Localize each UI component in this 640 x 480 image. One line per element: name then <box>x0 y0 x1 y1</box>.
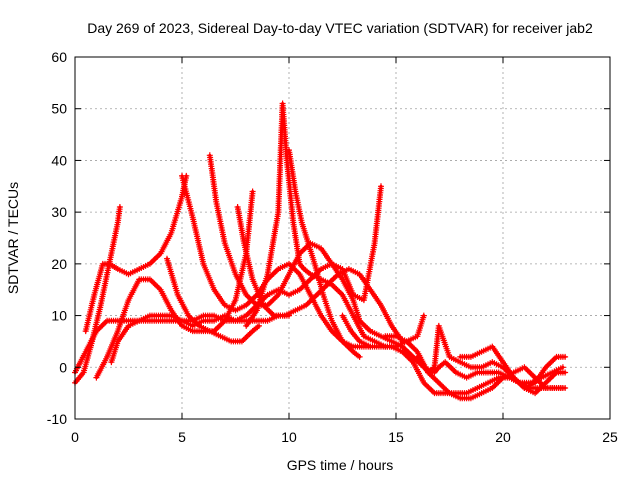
y-tick-label: 10 <box>51 308 67 324</box>
y-tick-label: 40 <box>51 152 67 168</box>
y-tick-label: 50 <box>51 101 67 117</box>
series-markers <box>286 147 363 360</box>
series-markers <box>234 204 406 345</box>
series-track-15 <box>414 353 569 402</box>
y-tick-label: 20 <box>51 256 67 272</box>
x-tick-label: 0 <box>71 429 79 445</box>
series-markers <box>243 100 427 350</box>
x-tick-label: 25 <box>602 429 618 445</box>
series-line <box>208 153 362 323</box>
x-axis-label: GPS time / hours <box>287 457 394 473</box>
series-track-11 <box>286 147 363 360</box>
x-tick-label: 10 <box>281 429 297 445</box>
x-tick-label: 5 <box>178 429 186 445</box>
grid <box>75 57 610 419</box>
y-tick-label: -10 <box>47 411 67 427</box>
series-line <box>244 102 426 349</box>
x-tick-label: 20 <box>495 429 511 445</box>
x-tick-label: 15 <box>388 429 404 445</box>
series-track-16 <box>457 343 569 391</box>
y-tick-label: 60 <box>51 49 67 65</box>
series-track-5 <box>108 183 384 366</box>
series-track-8 <box>206 152 363 324</box>
series-markers <box>108 183 384 366</box>
series-markers <box>414 353 569 402</box>
y-axis-label: SDTVAR / TECUs <box>5 182 21 294</box>
series-markers <box>457 343 569 391</box>
plot-frame <box>74 56 611 420</box>
y-tick-label: 30 <box>51 204 67 220</box>
chart-title: Day 269 of 2023, Sidereal Day-to-day VTE… <box>87 20 593 36</box>
series-markers <box>206 152 363 324</box>
series-markers <box>164 255 262 345</box>
series-markers <box>82 172 190 335</box>
y-tick-label: 0 <box>59 359 67 375</box>
data-series <box>72 100 569 402</box>
series-track-3 <box>82 172 190 335</box>
series-track-6 <box>164 255 262 345</box>
